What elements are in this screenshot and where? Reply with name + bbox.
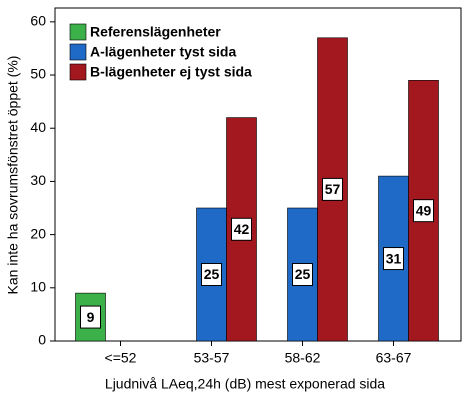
x-tick-label: 53-57	[194, 350, 230, 366]
legend-label: A-lägenheter tyst sida	[90, 44, 236, 60]
value-label: 42	[234, 221, 250, 237]
y-axis-label: Kan inte ha sovrumsfönstret öppet (%)	[5, 56, 21, 295]
value-label-box	[383, 247, 404, 271]
y-tick-label: 0	[38, 332, 46, 348]
value-label: 9	[87, 309, 95, 325]
y-tick-label: 20	[30, 225, 46, 241]
y-tick-label: 60	[30, 13, 46, 29]
value-label-box	[292, 263, 313, 287]
value-label: 25	[295, 266, 311, 282]
y-tick-label: 40	[30, 119, 46, 135]
value-label-box	[231, 217, 252, 241]
value-label: 31	[386, 250, 402, 266]
legend-label: Referenslägenheter	[90, 24, 221, 40]
legend-swatch	[69, 23, 87, 41]
value-label-box	[322, 177, 343, 201]
plot-frame	[54, 7, 462, 342]
value-label: 49	[416, 202, 432, 218]
legend-label: B-lägenheter ej tyst sida	[90, 64, 252, 80]
x-axis-label: Ljudnivå LAeq,24h (dB) mest exponerad si…	[105, 376, 385, 392]
value-label-box	[80, 305, 101, 329]
value-label: 57	[325, 181, 341, 197]
value-label-box	[201, 263, 222, 287]
x-tick-label: 58-62	[285, 350, 321, 366]
y-tick-label: 10	[30, 279, 46, 295]
y-tick-label: 30	[30, 172, 46, 188]
x-tick-label: 63-67	[376, 350, 412, 366]
value-label: 25	[204, 266, 220, 282]
y-tick-label: 50	[30, 66, 46, 82]
legend-swatch	[69, 63, 87, 81]
legend-swatch	[69, 43, 87, 61]
x-tick-label: <=52	[105, 350, 137, 366]
value-label-box	[413, 199, 434, 223]
